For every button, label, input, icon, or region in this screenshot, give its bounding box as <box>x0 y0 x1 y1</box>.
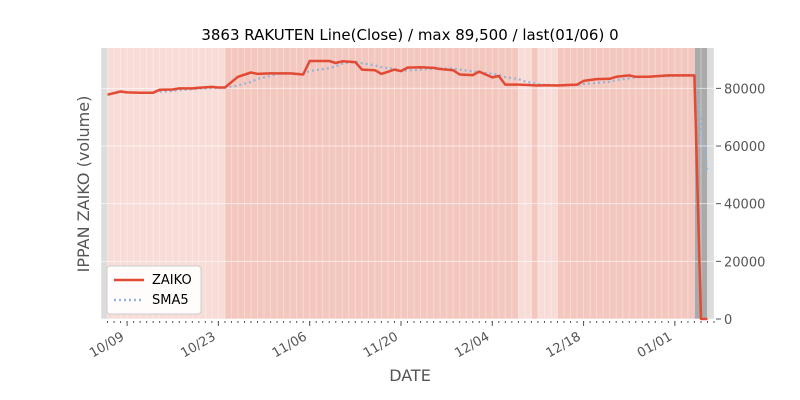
background-band <box>224 48 519 319</box>
x-tick-label: 11/06 <box>270 329 310 361</box>
background-band <box>518 48 532 319</box>
x-tick-label: 01/01 <box>635 329 675 361</box>
series-layer <box>107 59 709 321</box>
x-tick-label: 10/09 <box>87 329 127 361</box>
x-axis-label: DATE <box>389 366 431 385</box>
legend-label-sma5: SMA5 <box>152 293 189 308</box>
legend-label-zaiko: ZAIKO <box>152 273 192 288</box>
series-line-zaiko <box>107 59 708 321</box>
y-tick-label: 40000 <box>724 198 765 213</box>
background-band <box>531 48 538 319</box>
y-tick-label: 60000 <box>724 140 765 155</box>
x-tick-label: 12/18 <box>544 329 584 361</box>
y-axis-label: IPPAN ZAIKO (volume) <box>74 96 93 273</box>
legend-box <box>106 265 202 315</box>
background-band <box>101 48 108 319</box>
background-band <box>537 48 558 319</box>
background-band <box>694 48 708 319</box>
chart-title: 3863 RAKUTEN Line(Close) / max 89,500 / … <box>201 26 618 44</box>
y-tick-label: 20000 <box>724 255 765 270</box>
y-tick-label: 80000 <box>724 82 765 97</box>
background-band <box>557 48 695 319</box>
x-tick-label: 11/20 <box>361 329 401 361</box>
x-axis: 10/09 10/23 11/06 11/20 12/04 12/18 01/01 <box>87 321 715 361</box>
y-axis: 0 20000 40000 60000 80000 <box>716 82 765 328</box>
x-tick-label: 12/04 <box>452 329 492 361</box>
background-bands <box>101 48 714 319</box>
background-band <box>707 48 714 319</box>
x-tick-label: 10/23 <box>178 329 218 361</box>
y-tick-label: 0 <box>724 313 732 328</box>
legend: ZAIKO SMA5 <box>106 265 202 315</box>
